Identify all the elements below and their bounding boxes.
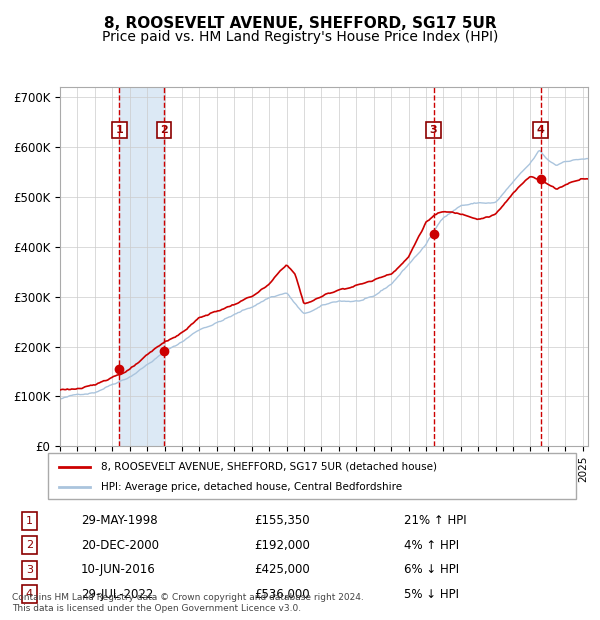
Text: 4: 4 [26,589,33,600]
Text: 20-DEC-2000: 20-DEC-2000 [81,539,159,552]
Text: 29-JUL-2022: 29-JUL-2022 [81,588,154,601]
Bar [119,87,164,446]
Text: 3: 3 [26,565,33,575]
Text: 4% ↑ HPI: 4% ↑ HPI [404,539,459,552]
Text: Contains HM Land Registry data © Crown copyright and database right 2024.
This d: Contains HM Land Registry data © Crown c… [12,593,364,613]
Text: £155,350: £155,350 [254,514,310,527]
Text: 6% ↓ HPI: 6% ↓ HPI [404,563,459,576]
Text: 8, ROOSEVELT AVENUE, SHEFFORD, SG17 5UR (detached house): 8, ROOSEVELT AVENUE, SHEFFORD, SG17 5UR … [101,461,437,472]
Text: HPI: Average price, detached house, Central Bedfordshire: HPI: Average price, detached house, Cent… [101,482,402,492]
Text: £536,000: £536,000 [254,588,310,601]
Text: 5% ↓ HPI: 5% ↓ HPI [404,588,458,601]
Text: 1: 1 [116,125,123,135]
Text: £192,000: £192,000 [254,539,310,552]
Text: Price paid vs. HM Land Registry's House Price Index (HPI): Price paid vs. HM Land Registry's House … [102,30,498,44]
Text: 8, ROOSEVELT AVENUE, SHEFFORD, SG17 5UR: 8, ROOSEVELT AVENUE, SHEFFORD, SG17 5UR [104,16,496,30]
Text: 2: 2 [160,125,168,135]
FancyBboxPatch shape [48,453,576,499]
Text: 10-JUN-2016: 10-JUN-2016 [81,563,156,576]
Text: 29-MAY-1998: 29-MAY-1998 [81,514,158,527]
Text: £425,000: £425,000 [254,563,310,576]
Text: 21% ↑ HPI: 21% ↑ HPI [404,514,466,527]
Text: 1: 1 [26,516,33,526]
Text: 3: 3 [430,125,437,135]
Text: 2: 2 [26,540,33,550]
Text: 4: 4 [536,125,545,135]
